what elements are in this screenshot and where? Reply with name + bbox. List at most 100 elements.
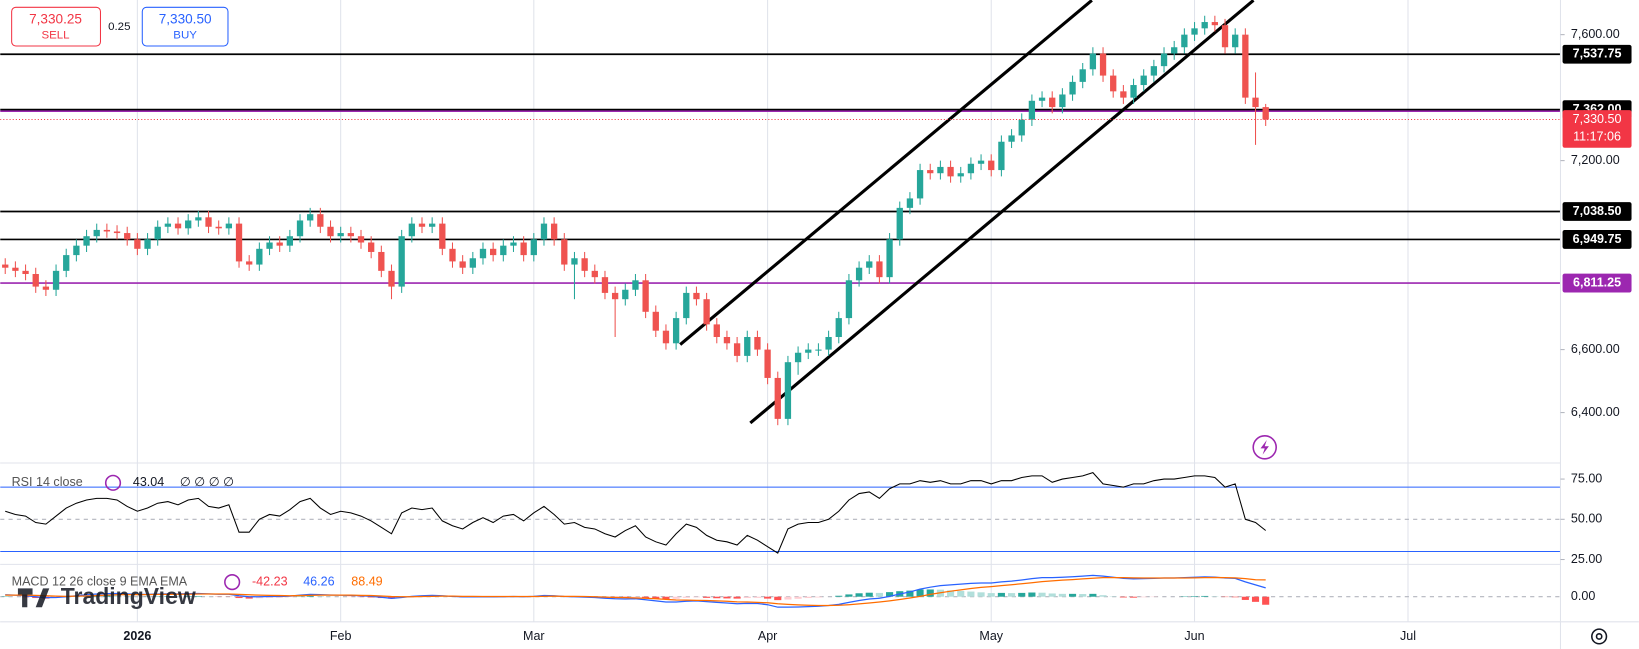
histogram-bar [713, 596, 721, 599]
rsi-icon[interactable] [104, 474, 122, 491]
candle-body [601, 277, 609, 293]
histogram-bar [1079, 594, 1087, 597]
histogram-bar [804, 596, 812, 599]
candle-body [418, 223, 426, 227]
macd-header: MACD 12 26 close 9 EMA EMA -42.23 46.26 … [12, 574, 383, 591]
histogram-bar [631, 596, 640, 598]
histogram-bar [1068, 593, 1077, 597]
candle-body [1252, 97, 1259, 108]
candle-body [1059, 94, 1066, 108]
y-tick-label: 7,200.00 [1571, 153, 1620, 167]
x-tick-label: Mar [523, 629, 545, 643]
candle-body [886, 239, 893, 278]
candle-body [693, 292, 700, 300]
logo-text: TradingView [61, 583, 196, 609]
rsi-line [5, 472, 1267, 554]
level-label-box [1562, 273, 1632, 293]
histogram-bar [682, 596, 690, 598]
settings-icon[interactable] [1591, 628, 1608, 645]
candle-body [1201, 22, 1208, 29]
histogram-bar [1089, 593, 1097, 597]
histogram-bar [1038, 592, 1046, 597]
histogram-bar [753, 596, 761, 598]
candle-body [1171, 47, 1178, 54]
candle-body [510, 242, 517, 246]
candle-body [225, 223, 233, 229]
y-tick-label: 6,600.00 [1571, 342, 1620, 356]
axis-labels: 2026 Feb Mar Apr May Jun Jul 6,400.00 6,600.00 7,… [123, 27, 1632, 643]
candle-body [164, 223, 172, 227]
candle-body [296, 220, 304, 237]
candle-body [368, 242, 375, 252]
histogram-bar [926, 589, 934, 597]
candle-body [195, 217, 202, 221]
histogram-bar [1058, 593, 1066, 597]
histogram-bar [957, 590, 965, 597]
candle-body [469, 258, 476, 268]
histogram-bar [265, 596, 274, 598]
level-label-box [1562, 230, 1632, 249]
histogram-bar [967, 591, 975, 597]
candle-body [855, 267, 863, 281]
candle-body [1150, 66, 1158, 76]
gear-inner [1595, 633, 1603, 640]
buy-button[interactable]: 7,330.50 BUY [141, 6, 229, 47]
candle-body [1089, 53, 1097, 70]
candle-body [845, 280, 853, 319]
candle-body [540, 223, 548, 240]
candle-body [967, 163, 975, 174]
candle-body [124, 233, 131, 240]
x-tick-label: Feb [330, 629, 352, 643]
histogram-bar [1048, 593, 1056, 597]
histogram-bar [764, 596, 772, 599]
histogram-bar [1129, 596, 1138, 598]
histogram-bar [1018, 592, 1026, 597]
histogram-bar [194, 596, 202, 597]
candle-body [317, 214, 324, 227]
candle-body [561, 239, 568, 265]
last-price-box [1562, 110, 1632, 148]
candle-body [327, 226, 334, 237]
candle-body [1038, 97, 1046, 101]
trade-panel: 7,330.25 SELL 0.25 7,330.50 BUY [11, 6, 229, 47]
histogram-bar [784, 596, 792, 600]
sell-price: 7,330.25 [29, 11, 82, 26]
candle-body [906, 198, 914, 208]
gear-outer [1591, 628, 1608, 645]
histogram-bar [703, 596, 711, 598]
candle-body [794, 352, 802, 363]
candle-body [571, 258, 578, 265]
histogram-bar [1140, 596, 1148, 598]
histogram-bar [662, 596, 670, 600]
candle-body [1120, 91, 1127, 98]
candle-body [876, 261, 883, 278]
histogram-bar [1231, 596, 1239, 598]
histogram-bar [794, 596, 802, 599]
candle-body [591, 270, 598, 278]
candle-body [388, 270, 395, 287]
histogram-bar [1262, 596, 1270, 605]
candle-body [1028, 100, 1036, 120]
candle-body [998, 141, 1005, 171]
histogram-bar [977, 592, 985, 597]
y-tick-label: 25.00 [1571, 552, 1602, 566]
histogram-bar [835, 595, 843, 597]
candle-body [113, 231, 121, 234]
sell-label: SELL [41, 30, 69, 42]
sell-button[interactable]: 7,330.25 SELL [11, 6, 102, 47]
alert-circle [1252, 435, 1277, 460]
rsi-pane [0, 472, 1561, 554]
histogram-bar [1008, 593, 1016, 597]
candle-body [357, 236, 365, 243]
candle-body [835, 318, 842, 337]
logo-mark [17, 588, 50, 608]
macd-pane [0, 574, 1561, 608]
signal-value: 88.49 [351, 574, 382, 588]
candle-body [276, 242, 283, 246]
macd-icon[interactable] [224, 574, 241, 591]
buy-label: BUY [173, 30, 197, 42]
alert-bolt [1260, 439, 1269, 455]
histogram-bar [845, 594, 853, 597]
alert-icon[interactable] [1252, 435, 1277, 460]
